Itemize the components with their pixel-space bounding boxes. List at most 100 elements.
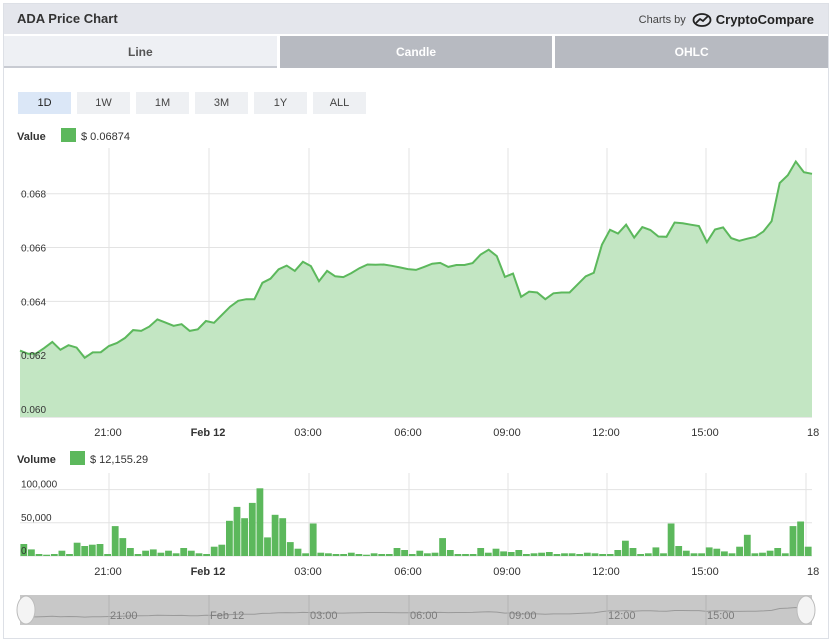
navigator[interactable]: 21:00 Feb 12 03:00 06:00 09:00 12:00 15:00: [16, 595, 816, 625]
volume-bar[interactable]: [35, 554, 43, 556]
volume-bar[interactable]: [20, 544, 28, 556]
volume-bar[interactable]: [736, 546, 743, 556]
volume-bar[interactable]: [629, 548, 637, 556]
volume-bar[interactable]: [500, 551, 507, 556]
volume-bar[interactable]: [804, 546, 812, 556]
volume-bar[interactable]: [294, 548, 302, 556]
volume-bar[interactable]: [675, 546, 683, 556]
volume-bar[interactable]: [599, 554, 606, 556]
volume-bar[interactable]: [142, 550, 149, 556]
volume-bar[interactable]: [149, 549, 157, 556]
volume-bar[interactable]: [127, 548, 134, 556]
volume-bar[interactable]: [446, 550, 454, 556]
volume-bar[interactable]: [408, 554, 416, 556]
volume-bar[interactable]: [401, 550, 408, 556]
volume-bar[interactable]: [332, 554, 340, 556]
volume-bar[interactable]: [157, 552, 165, 556]
volume-bar[interactable]: [682, 550, 690, 556]
volume-bar[interactable]: [309, 523, 317, 557]
volume-bar[interactable]: [81, 546, 89, 556]
volume-bar[interactable]: [385, 554, 393, 556]
volume-bar[interactable]: [187, 550, 195, 556]
volume-bar[interactable]: [165, 550, 172, 556]
tab-line[interactable]: Line: [4, 36, 277, 68]
navigator-left-handle[interactable]: [16, 595, 36, 625]
volume-bar[interactable]: [180, 548, 188, 556]
volume-bar[interactable]: [28, 549, 35, 556]
volume-bar[interactable]: [492, 548, 500, 556]
volume-bar[interactable]: [96, 544, 104, 556]
volume-bar[interactable]: [713, 548, 721, 556]
volume-bar[interactable]: [104, 554, 111, 556]
volume-bar[interactable]: [538, 552, 545, 556]
volume-bar[interactable]: [721, 551, 728, 556]
volume-bar[interactable]: [66, 554, 73, 556]
volume-bar[interactable]: [469, 554, 477, 556]
volume-bar[interactable]: [439, 538, 446, 556]
volume-bar[interactable]: [370, 553, 378, 556]
volume-bar[interactable]: [340, 554, 347, 556]
volume-bar[interactable]: [561, 553, 568, 556]
volume-bar[interactable]: [530, 553, 538, 556]
volume-bar[interactable]: [462, 554, 469, 556]
volume-bar[interactable]: [507, 552, 515, 556]
navigator-right-handle[interactable]: [796, 595, 816, 625]
volume-bar[interactable]: [88, 544, 96, 556]
volume-bar[interactable]: [210, 546, 218, 556]
volume-bar[interactable]: [325, 553, 332, 556]
tab-ohlc[interactable]: OHLC: [555, 36, 829, 68]
volume-bar[interactable]: [743, 534, 751, 556]
volume-bar[interactable]: [515, 550, 523, 556]
volume-bar[interactable]: [218, 544, 226, 556]
volume-bar[interactable]: [134, 554, 142, 556]
volume-bar[interactable]: [774, 548, 782, 556]
volume-bar[interactable]: [766, 550, 774, 556]
volume-bar[interactable]: [302, 553, 309, 556]
volume-bar[interactable]: [271, 514, 279, 556]
range-1d-button[interactable]: 1D: [18, 92, 71, 114]
volume-bar[interactable]: [203, 554, 210, 556]
volume-bar[interactable]: [660, 553, 667, 556]
volume-bar[interactable]: [195, 553, 203, 556]
volume-bar[interactable]: [355, 554, 363, 556]
volume-bar[interactable]: [591, 553, 599, 556]
volume-bar[interactable]: [728, 553, 736, 556]
range-all-button[interactable]: ALL: [313, 92, 366, 114]
volume-bar[interactable]: [644, 553, 652, 556]
volume-bar[interactable]: [347, 552, 355, 556]
brand-attribution[interactable]: Charts by CryptoCompare: [639, 12, 814, 27]
volume-bar[interactable]: [317, 552, 325, 556]
tab-candle[interactable]: Candle: [279, 36, 553, 68]
volume-bar[interactable]: [454, 554, 462, 556]
volume-bar[interactable]: [416, 550, 424, 556]
volume-bar[interactable]: [576, 554, 584, 556]
volume-bar[interactable]: [568, 553, 576, 556]
volume-bar[interactable]: [393, 548, 401, 556]
volume-bar[interactable]: [797, 521, 804, 557]
volume-bar[interactable]: [58, 550, 66, 556]
volume-bar[interactable]: [523, 554, 530, 556]
range-1m-button[interactable]: 1M: [136, 92, 189, 114]
volume-bar[interactable]: [583, 552, 591, 556]
volume-bar[interactable]: [622, 540, 629, 556]
range-1w-button[interactable]: 1W: [77, 92, 130, 114]
volume-bar[interactable]: [690, 553, 698, 556]
volume-bar[interactable]: [226, 520, 233, 556]
volume-bar[interactable]: [637, 554, 644, 556]
volume-bar[interactable]: [789, 526, 797, 556]
volume-bar[interactable]: [705, 547, 713, 556]
volume-bar[interactable]: [614, 550, 622, 556]
volume-bar[interactable]: [50, 554, 58, 556]
volume-bar[interactable]: [751, 553, 759, 556]
volume-bar[interactable]: [233, 506, 241, 556]
volume-bar[interactable]: [545, 552, 553, 556]
volume-bar[interactable]: [286, 542, 294, 556]
volume-bar[interactable]: [264, 537, 271, 556]
volume-bar[interactable]: [111, 526, 119, 556]
range-3m-button[interactable]: 3M: [195, 92, 248, 114]
volume-bar[interactable]: [652, 547, 660, 556]
volume-bar[interactable]: [698, 553, 705, 556]
volume-bar[interactable]: [73, 542, 81, 556]
volume-bar[interactable]: [279, 518, 287, 556]
